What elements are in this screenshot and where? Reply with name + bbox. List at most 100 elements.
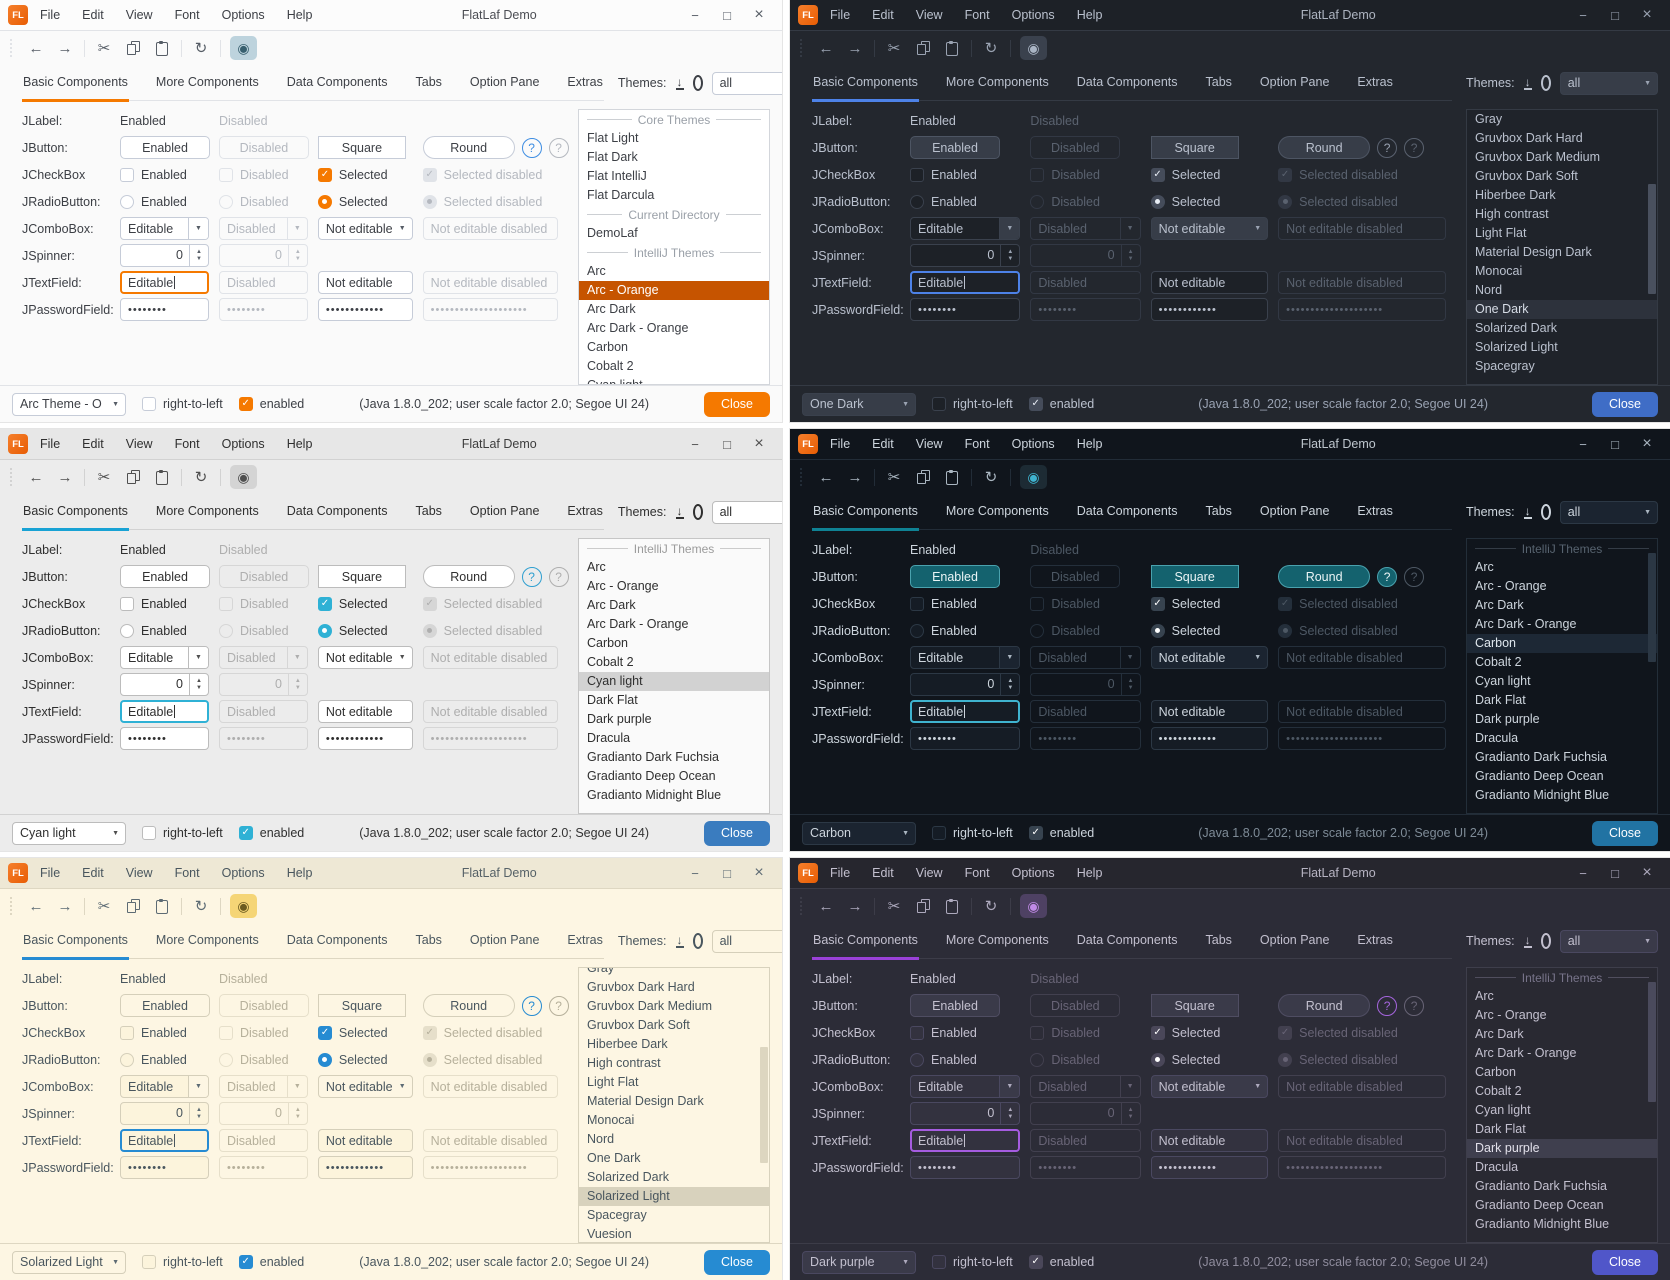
enabled-checkbox[interactable]: ✓ enabled <box>1028 826 1094 840</box>
help-button[interactable]: ? <box>521 137 542 158</box>
radio-enabled[interactable]: Enabled <box>910 623 977 638</box>
passwordfield-not-editable[interactable]: •••••••••••• <box>317 727 413 750</box>
tab-tabs[interactable]: Tabs <box>1205 933 1232 947</box>
round-button[interactable]: Round <box>1278 994 1371 1017</box>
theme-list-item[interactable]: Material Design Dark <box>1475 245 1592 259</box>
passwordfield-not-editable[interactable]: •••••••••••• <box>317 1156 413 1179</box>
theme-filter-combo[interactable]: all ▼ <box>1559 500 1658 524</box>
copy-icon[interactable] <box>913 466 933 488</box>
theme-list-item[interactable]: Arc <box>587 560 606 574</box>
enabled-checkbox[interactable]: ✓ enabled <box>238 1255 304 1269</box>
theme-list-item[interactable]: Arc Dark - Orange <box>587 617 689 631</box>
minimize-button[interactable]: − <box>691 436 699 452</box>
tab-extras[interactable]: Extras <box>1357 75 1393 89</box>
refresh-icon[interactable]: ↻ <box>194 469 208 486</box>
theme-list-item[interactable]: Gradianto Deep Ocean <box>1475 1198 1604 1212</box>
github-icon[interactable] <box>1540 504 1551 520</box>
show-hidden-eye-toggle[interactable]: ◉ <box>1020 894 1047 918</box>
tab-tabs[interactable]: Tabs <box>415 75 442 89</box>
radio-enabled[interactable]: Enabled <box>120 194 187 209</box>
square-button[interactable]: Square <box>317 565 406 588</box>
download-themes-icon[interactable]: ↓ <box>675 74 684 90</box>
maximize-button[interactable]: □ <box>1611 436 1619 452</box>
theme-filter-combo[interactable]: all ▼ <box>1559 929 1658 953</box>
spinner-enabled[interactable]: 0 ▲ ▼ <box>120 673 209 696</box>
theme-list-item-selected[interactable]: Dark purple <box>1467 1139 1657 1158</box>
combobox-editable[interactable]: Editable ▼ <box>910 1075 1021 1098</box>
textfield-not-editable[interactable]: Not editable <box>317 271 413 294</box>
scrollbar-thumb[interactable] <box>1648 981 1656 1103</box>
passwordfield-enabled[interactable]: •••••••• <box>910 1156 1021 1179</box>
tab-basic-components[interactable]: Basic Components <box>812 923 919 960</box>
combobox-not-editable[interactable]: Not editable ▼ <box>1150 1075 1269 1098</box>
theme-list-item[interactable]: Arc Dark - Orange <box>587 321 689 335</box>
menu-edit[interactable]: Edit <box>872 866 894 880</box>
spinner-arrows-icon[interactable]: ▲ ▼ <box>188 245 208 266</box>
theme-list-item[interactable]: Arc Dark <box>1475 598 1524 612</box>
spinner-arrows-icon[interactable]: ▲ ▼ <box>188 1103 208 1124</box>
combobox-not-editable[interactable]: Not editable ▼ <box>317 217 413 240</box>
help-button[interactable]: ? <box>1377 137 1398 158</box>
close-button[interactable]: Close <box>704 391 770 417</box>
menu-file[interactable]: File <box>830 866 851 880</box>
passwordfield-not-editable[interactable]: •••••••••••• <box>1150 1156 1269 1179</box>
theme-list-item[interactable]: Flat Darcula <box>587 188 655 202</box>
tab-basic-components[interactable]: Basic Components <box>22 494 129 531</box>
spinner-enabled[interactable]: 0 ▲ ▼ <box>120 244 209 267</box>
textfield-editable[interactable]: Editable <box>120 1129 209 1152</box>
theme-list-item[interactable]: Vuesion <box>587 1227 632 1241</box>
radio-enabled[interactable]: Enabled <box>120 623 187 638</box>
square-button[interactable]: Square <box>1150 994 1239 1017</box>
square-button[interactable]: Square <box>317 136 406 159</box>
minimize-button[interactable]: − <box>691 7 699 23</box>
close-button[interactable]: Close <box>1592 1249 1658 1275</box>
theme-list-item[interactable]: High contrast <box>1475 207 1549 221</box>
enabled-checkbox[interactable]: ✓ enabled <box>1028 1255 1094 1269</box>
theme-list-item[interactable]: DemoLaf <box>587 226 638 240</box>
back-icon[interactable]: ← <box>818 39 834 57</box>
help-button[interactable]: ? <box>1377 995 1398 1016</box>
theme-list-item[interactable]: Gray <box>1475 112 1503 126</box>
theme-list-item[interactable]: Cobalt 2 <box>1475 655 1522 669</box>
menu-help[interactable]: Help <box>286 866 313 880</box>
right-to-left-checkbox[interactable]: right-to-left <box>932 397 1013 411</box>
minimize-button[interactable]: − <box>691 865 699 881</box>
show-hidden-eye-toggle[interactable]: ◉ <box>1020 465 1047 489</box>
close-button[interactable]: Close <box>704 820 770 846</box>
cut-icon[interactable]: ✂ <box>97 898 111 915</box>
right-to-left-checkbox[interactable]: right-to-left <box>932 1255 1013 1269</box>
show-hidden-eye-toggle[interactable]: ◉ <box>230 36 257 60</box>
textfield-editable[interactable]: Editable <box>910 271 1021 294</box>
round-button[interactable]: Round <box>422 136 515 159</box>
close-window-button[interactable]: × <box>754 864 764 881</box>
passwordfield-enabled[interactable]: •••••••• <box>910 727 1021 750</box>
menu-edit[interactable]: Edit <box>872 8 894 22</box>
enabled-checkbox[interactable]: ✓ enabled <box>238 826 304 840</box>
menu-help[interactable]: Help <box>286 437 313 451</box>
theme-list-item[interactable]: Gradianto Deep Ocean <box>587 769 716 783</box>
theme-list-item[interactable]: Nord <box>1475 283 1503 297</box>
theme-list-item[interactable]: Gradianto Midnight Blue <box>1475 1217 1610 1231</box>
menu-file[interactable]: File <box>40 437 61 451</box>
passwordfield-enabled[interactable]: •••••••• <box>120 298 209 321</box>
enabled-button[interactable]: Enabled <box>120 565 210 588</box>
passwordfield-enabled[interactable]: •••••••• <box>120 1156 209 1179</box>
passwordfield-enabled[interactable]: •••••••• <box>910 298 1021 321</box>
theme-list-item[interactable]: Arc <box>1475 560 1494 574</box>
scrollbar-thumb[interactable] <box>1648 552 1656 663</box>
passwordfield-not-editable[interactable]: •••••••••••• <box>317 298 413 321</box>
github-icon[interactable] <box>1540 933 1551 949</box>
theme-switcher-combo[interactable]: Carbon ▼ <box>802 821 916 845</box>
spinner-enabled[interactable]: 0 ▲ ▼ <box>910 673 1021 696</box>
round-button[interactable]: Round <box>422 994 515 1017</box>
menu-help[interactable]: Help <box>1076 8 1103 22</box>
theme-list-item[interactable]: Dracula <box>1475 1160 1519 1174</box>
github-icon[interactable] <box>1540 75 1551 91</box>
passwordfield-not-editable[interactable]: •••••••••••• <box>1150 298 1269 321</box>
theme-list-item[interactable]: Gradianto Dark Fuchsia <box>1475 750 1608 764</box>
download-themes-icon[interactable]: ↓ <box>675 932 684 948</box>
combobox-not-editable[interactable]: Not editable ▼ <box>317 646 413 669</box>
tab-extras[interactable]: Extras <box>1357 504 1393 518</box>
theme-list-item[interactable]: Gray <box>587 967 615 975</box>
theme-list-item[interactable]: Dark Flat <box>1475 693 1526 707</box>
